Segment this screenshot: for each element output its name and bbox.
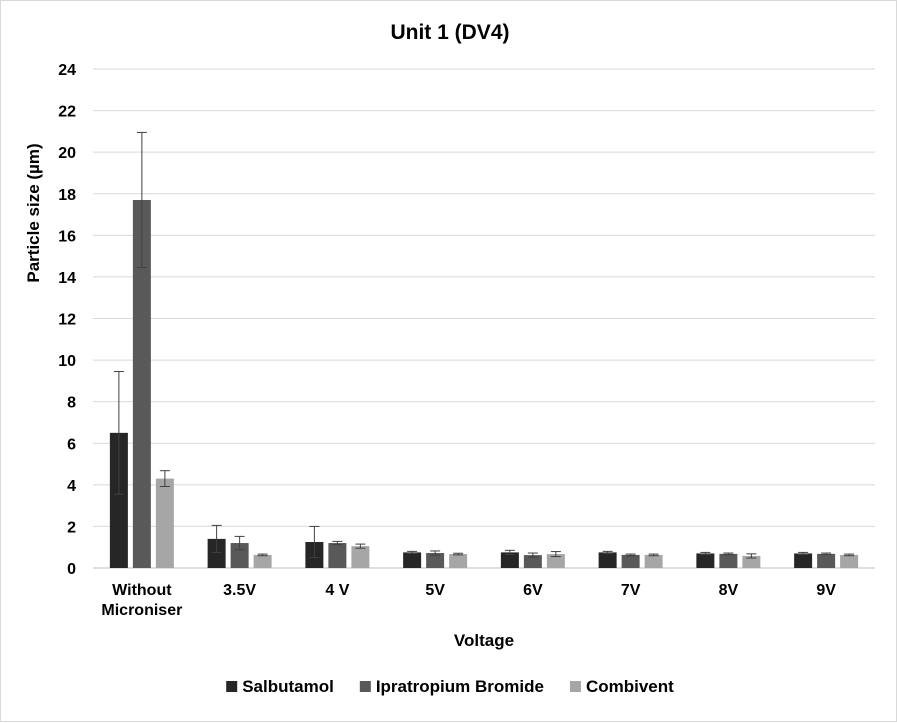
error-bar: [332, 540, 343, 546]
bar-ipratropium-bromide: [523, 555, 542, 568]
bar-ipratropium-bromide: [719, 553, 738, 568]
bar-combivent: [840, 554, 859, 568]
bar-combivent: [253, 554, 272, 568]
legend-swatch: [359, 681, 371, 692]
x-tick-label: 7V: [621, 582, 641, 599]
bar-ipratropium-bromide: [328, 543, 347, 568]
error-bar: [355, 543, 366, 549]
legend-label: Combivent: [586, 677, 674, 696]
x-tick-labels: Without Microniser 3.5V 4 V 5V 6V 7V 8V 9V: [101, 582, 836, 619]
bar-salbutamol: [696, 553, 715, 568]
y-tick-label: 22: [58, 104, 76, 121]
error-bars: [113, 131, 855, 559]
error-bar: [136, 131, 147, 269]
bar-salbutamol: [598, 552, 617, 568]
gridlines: [93, 68, 875, 569]
error-bar: [113, 371, 124, 495]
y-tick-label: 4: [67, 478, 76, 495]
bar-salbutamol: [109, 432, 128, 568]
y-tick-label: 20: [58, 145, 76, 162]
y-tick-label: 14: [58, 270, 76, 287]
bar-combivent: [546, 554, 565, 568]
legend-swatch: [569, 681, 581, 692]
y-axis-title: Particle size (µm): [24, 143, 43, 282]
error-bar: [625, 553, 636, 557]
y-tick-label: 12: [58, 312, 76, 329]
error-bar: [700, 551, 711, 555]
bar-ipratropium-bromide: [132, 199, 151, 569]
x-tick-label: Without Microniser: [101, 582, 182, 619]
x-tick-label: 9V: [816, 582, 836, 599]
error-bar: [234, 535, 245, 551]
bar-combivent: [351, 546, 370, 568]
bar-combivent: [644, 554, 663, 568]
y-tick-label: 16: [58, 228, 76, 245]
legend-label: Ipratropium Bromide: [376, 677, 544, 696]
y-tick-label: 8: [67, 395, 76, 412]
legend-swatch: [226, 681, 238, 692]
bar-combivent: [742, 555, 761, 568]
x-tick-label: 6V: [523, 582, 543, 599]
bar-salbutamol: [207, 538, 226, 568]
chart-title: Unit 1 (DV4): [390, 21, 509, 44]
y-tick-label: 0: [67, 561, 76, 578]
y-tick-label: 2: [67, 519, 76, 536]
bars: [109, 199, 859, 569]
error-bar: [159, 470, 170, 487]
error-bar: [211, 524, 222, 553]
bar-combivent: [449, 554, 468, 568]
error-bar: [527, 552, 538, 558]
bar-ipratropium-bromide: [621, 554, 640, 568]
error-bar: [648, 553, 659, 557]
error-bar: [821, 552, 832, 556]
error-bar: [309, 525, 320, 559]
x-tick-label: 4 V: [325, 582, 349, 599]
y-tick-label: 18: [58, 187, 76, 204]
legend-item-salbutamol: Salbutamol: [226, 677, 334, 696]
error-bar: [257, 553, 268, 557]
error-bar: [430, 550, 441, 556]
error-bar: [550, 551, 561, 558]
bar-ipratropium-bromide: [817, 553, 836, 568]
error-bar: [504, 549, 515, 555]
legend-label: Salbutamol: [242, 677, 334, 696]
error-bar: [453, 552, 464, 556]
legend: Salbutamol Ipratropium Bromide Combivent: [226, 677, 674, 696]
y-tick-label: 6: [67, 436, 76, 453]
y-tick-label: 10: [58, 353, 76, 370]
error-bar: [798, 551, 809, 555]
bar-salbutamol: [403, 552, 422, 568]
error-bar: [723, 552, 734, 556]
error-bar: [602, 550, 613, 554]
legend-item-ipratropium-bromide: Ipratropium Bromide: [359, 677, 544, 696]
bar-salbutamol: [794, 553, 813, 568]
bar-combivent: [155, 478, 174, 568]
y-tick-label: 24: [58, 62, 76, 79]
error-bar: [844, 553, 855, 557]
x-tick-label: 8V: [719, 582, 739, 599]
legend-item-combivent: Combivent: [569, 677, 674, 696]
x-tick-label: 5V: [425, 582, 445, 599]
x-tick-label: 3.5V: [223, 582, 256, 599]
error-bar: [407, 550, 418, 554]
bar-ipratropium-bromide: [426, 553, 445, 568]
x-axis-title: Voltage: [454, 631, 514, 650]
bar-salbutamol: [500, 552, 519, 568]
error-bar: [746, 553, 757, 559]
